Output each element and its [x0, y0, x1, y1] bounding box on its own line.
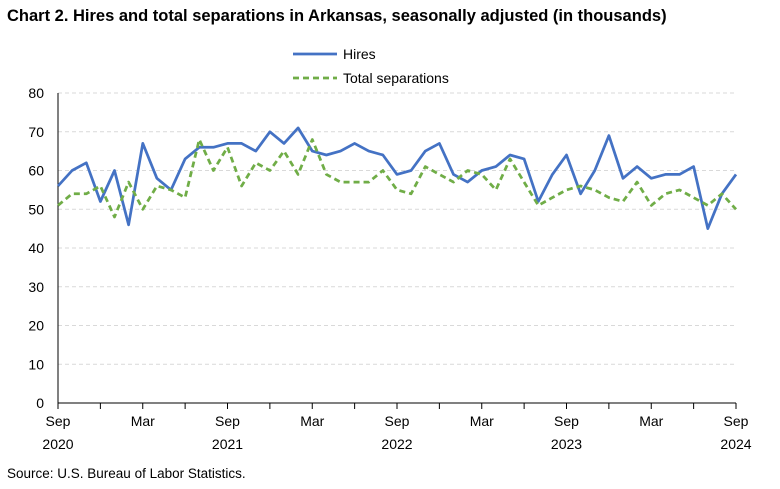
- y-tick-label-70: 70: [28, 124, 44, 140]
- legend-label-hires: Hires: [343, 46, 376, 62]
- x-tick-label-month: Sep: [385, 413, 410, 429]
- x-tick-label-year: 2024: [720, 436, 751, 452]
- x-tick-label-month: Sep: [46, 413, 71, 429]
- y-tick-label-60: 60: [28, 163, 44, 179]
- y-tick-label-80: 80: [28, 85, 44, 101]
- series-line-hires: [56, 126, 738, 230]
- chart-title: Chart 2. Hires and total separations in …: [7, 7, 667, 25]
- x-tick-label-month: Mar: [131, 413, 155, 429]
- legend-label-total-separations: Total separations: [343, 70, 449, 86]
- x-tick-label-month: Mar: [470, 413, 494, 429]
- x-axis-tick-labels: Sep 2020 Mar Sep 2021 Mar Sep 2022 Mar Sep 2023 Mar…: [42, 413, 751, 452]
- axes: [57, 93, 737, 409]
- y-tick-label-20: 20: [28, 318, 44, 334]
- legend: Hires Total separations: [293, 46, 449, 86]
- series-lines: [56, 126, 738, 230]
- y-tick-label-10: 10: [28, 356, 44, 372]
- y-tick-label-0: 0: [36, 395, 44, 411]
- x-tick-label-year: 2020: [42, 436, 73, 452]
- y-axis-tick-labels: 0 10 20 30 40 50 60 70 80: [28, 85, 44, 411]
- series-line-total-separations: [57, 138, 738, 219]
- gridlines: [58, 92, 736, 365]
- x-tick-label-month: Sep: [215, 413, 240, 429]
- x-tick-label-month: Mar: [639, 413, 663, 429]
- y-tick-label-40: 40: [28, 240, 44, 256]
- source-note: Source: U.S. Bureau of Labor Statistics.: [7, 466, 246, 481]
- x-tick-label-year: 2022: [381, 436, 412, 452]
- y-tick-label-50: 50: [28, 201, 44, 217]
- x-tick-label-month: Mar: [300, 413, 324, 429]
- x-tick-label-month: Sep: [554, 413, 579, 429]
- x-tick-label-year: 2023: [551, 436, 582, 452]
- x-tick-label-month: Sep: [724, 413, 749, 429]
- x-tick-label-year: 2021: [212, 436, 243, 452]
- y-tick-label-30: 30: [28, 279, 44, 295]
